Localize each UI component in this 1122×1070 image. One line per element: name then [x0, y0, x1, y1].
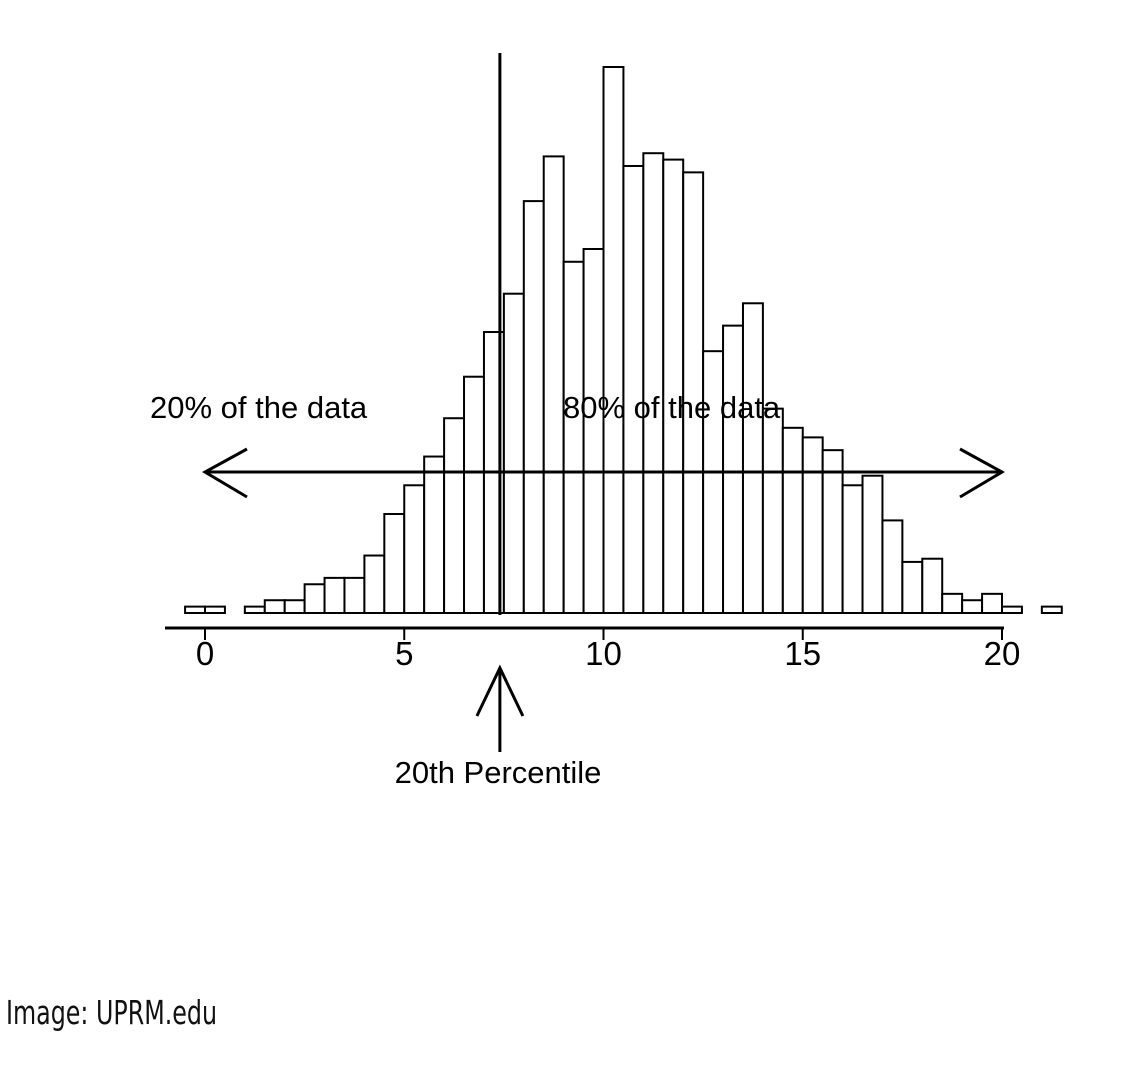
- histogram-bar: [781, 426, 804, 614]
- histogram-bar: [363, 554, 386, 614]
- histogram-bar: [423, 455, 446, 614]
- histogram-bar: [463, 375, 485, 614]
- x-tick-label: 15: [784, 635, 821, 672]
- x-tick-label: 0: [196, 635, 214, 672]
- histogram-bar: [801, 436, 824, 614]
- x-tick-label: 20: [984, 635, 1021, 672]
- horizontal-double-arrow: [201, 447, 1006, 499]
- histogram-bars: [184, 66, 1063, 615]
- annotation-left: 20% of the data: [150, 390, 368, 425]
- histogram-bar: [383, 513, 406, 614]
- histogram-bar: [283, 599, 306, 615]
- histogram-bar: [1001, 605, 1023, 614]
- histogram-bar: [921, 557, 944, 614]
- histogram-bar: [542, 155, 565, 614]
- histogram-bar: [582, 248, 605, 614]
- histogram-bar: [741, 302, 764, 614]
- histogram-bar: [204, 605, 226, 614]
- histogram-bar: [263, 599, 286, 615]
- histogram-bar: [243, 605, 266, 614]
- histogram-bar: [841, 484, 864, 614]
- percentile-label: 20th Percentile: [395, 755, 602, 790]
- x-axis-ticks: 0 5 10 15 20: [196, 628, 1021, 672]
- histogram-bar: [761, 407, 784, 614]
- histogram-bar: [961, 599, 984, 615]
- histogram-bar: [901, 560, 924, 615]
- histogram-bar: [502, 292, 525, 614]
- annotation-right: 80% of the data: [563, 390, 781, 425]
- histogram-bar: [881, 519, 904, 614]
- histogram-bar: [1040, 605, 1063, 614]
- histogram-bar: [303, 583, 326, 615]
- histogram-bar: [602, 66, 625, 614]
- histogram-bar: [403, 484, 426, 614]
- histogram-bar: [323, 576, 346, 615]
- histogram-bar: [642, 152, 665, 614]
- histogram-bar: [443, 417, 466, 614]
- histogram-bar: [861, 474, 884, 614]
- histogram-bar: [941, 592, 964, 614]
- histogram-bar: [522, 200, 545, 615]
- histogram-bar: [343, 576, 366, 615]
- arrow-head-right: [959, 447, 1006, 499]
- histogram-bar: [184, 605, 206, 614]
- histogram-bar: [722, 324, 744, 614]
- image-credit: Image: UPRM.edu: [6, 993, 218, 1032]
- up-arrow-head: [475, 664, 525, 717]
- histogram-bar: [821, 449, 844, 614]
- x-tick-label: 5: [395, 635, 413, 672]
- histogram-bar: [662, 158, 685, 614]
- arrow-head-left: [201, 447, 248, 499]
- percentile-up-arrow: [475, 664, 525, 752]
- histogram-bar: [562, 260, 585, 614]
- x-tick-label: 10: [585, 635, 622, 672]
- histogram-bar: [981, 592, 1004, 614]
